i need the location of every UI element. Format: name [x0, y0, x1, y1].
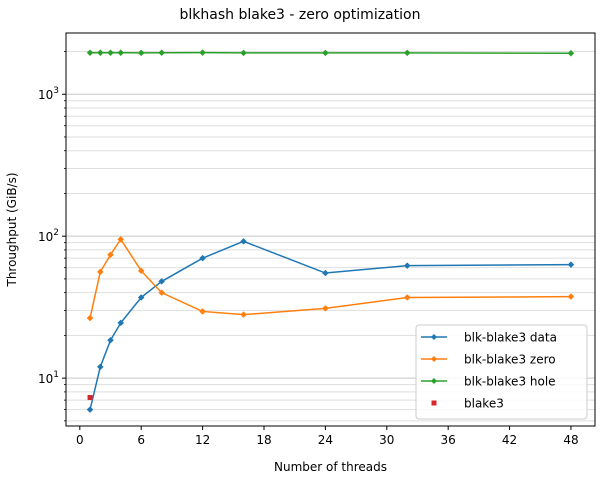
data-point — [240, 237, 247, 245]
x-tick-label: 18 — [256, 433, 271, 447]
data-point — [86, 49, 94, 57]
data-point — [199, 49, 206, 56]
y-tick-label: 103 — [38, 86, 59, 102]
x-tick-label: 30 — [379, 433, 394, 447]
data-point — [86, 406, 94, 413]
x-tick-label: 48 — [563, 433, 578, 447]
series-2 — [86, 49, 575, 57]
data-point — [137, 267, 145, 275]
y-tick-label: 102 — [38, 228, 59, 244]
data-point — [403, 294, 411, 301]
x-tick-label: 0 — [76, 433, 84, 447]
legend-label: blk-blake3 hole — [464, 375, 556, 389]
data-point — [117, 319, 125, 327]
data-point — [86, 314, 94, 322]
data-point — [158, 278, 166, 285]
data-point — [240, 311, 247, 319]
legend-marker — [431, 378, 437, 384]
data-point — [158, 49, 166, 57]
legend-marker — [431, 334, 437, 340]
data-point — [96, 363, 104, 371]
data-point — [137, 49, 145, 57]
data-point — [567, 261, 575, 269]
data-point — [96, 268, 104, 276]
y-axis-label: Throughput (GiB/s) — [5, 172, 19, 287]
series-layer — [86, 49, 575, 413]
data-point — [567, 49, 575, 57]
data-point — [107, 336, 114, 344]
chart-title: blkhash blake3 - zero optimization — [180, 7, 421, 23]
x-tick-label: 12 — [195, 433, 210, 447]
x-tick-label: 42 — [502, 433, 517, 447]
legend-label: blake3 — [464, 397, 504, 411]
data-point — [322, 269, 329, 277]
data-point — [107, 251, 114, 259]
legend-item: blk-blake3 data — [421, 331, 557, 345]
data-point — [322, 305, 329, 312]
y-tick-label: 101 — [38, 370, 59, 386]
legend-label: blk-blake3 data — [464, 331, 557, 345]
legend: blk-blake3 data blk-blake3 zero blk-blake3… — [415, 324, 588, 420]
data-point — [567, 293, 575, 300]
plot-frame — [65, 32, 596, 427]
data-point — [240, 49, 247, 57]
legend-marker — [431, 400, 437, 406]
data-point — [199, 254, 206, 262]
data-point — [403, 49, 411, 57]
data-point — [199, 308, 206, 315]
y-axis: 101 102 103 — [38, 86, 66, 386]
data-point — [87, 395, 93, 401]
data-point — [107, 49, 114, 57]
x-tick-label: 36 — [441, 433, 456, 447]
legend-marker — [431, 356, 437, 362]
legend-item: blake3 — [431, 397, 504, 411]
data-point — [117, 235, 125, 243]
x-tick-label: 6 — [137, 433, 145, 447]
legend-item: blk-blake3 zero — [421, 353, 556, 367]
data-point — [403, 262, 411, 270]
legend-item: blk-blake3 hole — [421, 375, 556, 389]
x-axis: 0 6 12 18 24 30 36 42 48 — [76, 426, 579, 447]
data-point — [322, 49, 329, 57]
grid — [64, 51, 595, 422]
series-3 — [87, 395, 93, 401]
series-0 — [86, 237, 575, 413]
data-point — [117, 49, 125, 57]
x-tick-label: 24 — [318, 433, 333, 447]
data-point — [137, 294, 145, 301]
data-point — [96, 49, 104, 57]
series-1 — [86, 235, 575, 322]
legend-label: blk-blake3 zero — [464, 353, 556, 367]
legend-frame — [415, 324, 588, 420]
x-axis-label: Number of threads — [274, 460, 387, 474]
data-point — [158, 289, 166, 297]
